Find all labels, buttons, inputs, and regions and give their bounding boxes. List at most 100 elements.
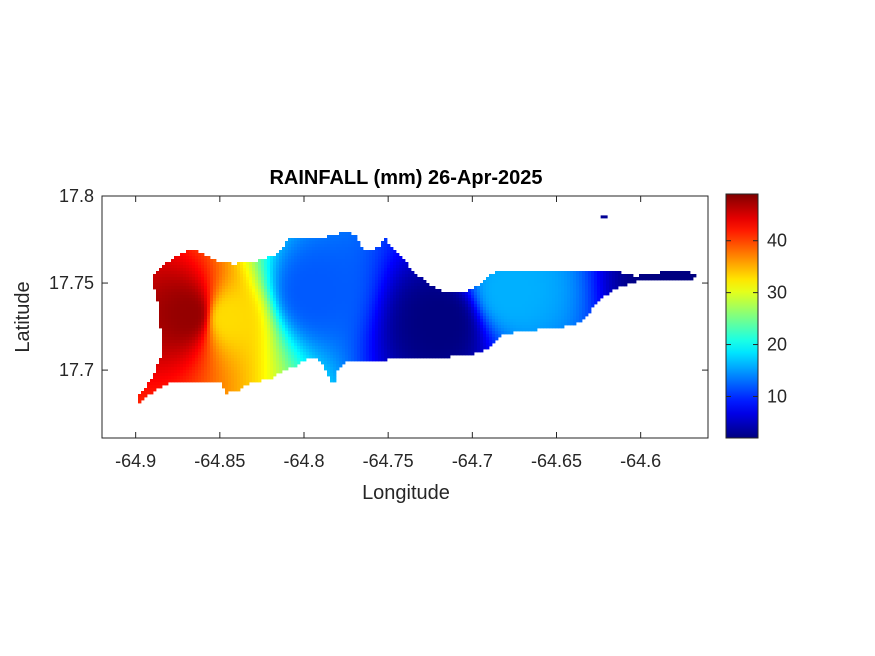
heat-cell — [294, 265, 298, 269]
heat-cell — [369, 301, 373, 305]
heat-cell — [201, 343, 205, 347]
heat-cell — [345, 298, 349, 302]
heat-cell — [549, 304, 553, 308]
heat-cell — [333, 337, 337, 341]
heat-cell — [186, 274, 190, 278]
heat-cell — [192, 349, 196, 353]
heat-cell — [267, 331, 271, 335]
heat-cell — [462, 346, 466, 350]
heat-cell — [327, 301, 331, 305]
heat-cell — [285, 280, 289, 284]
heat-cell — [186, 268, 190, 272]
heat-cell — [297, 253, 301, 257]
heat-cell — [258, 277, 262, 281]
heat-cell — [369, 352, 373, 356]
heat-cell — [387, 304, 391, 308]
heat-cell — [483, 334, 487, 338]
heat-cell — [528, 295, 532, 299]
heat-cell — [237, 343, 241, 347]
heat-cell — [198, 307, 202, 311]
heat-cell — [216, 376, 220, 380]
heat-cell — [264, 280, 268, 284]
heat-cell — [441, 346, 445, 350]
heat-cell — [246, 319, 250, 323]
heat-cell — [444, 322, 448, 326]
heat-cell — [288, 325, 292, 329]
heat-cell — [207, 328, 211, 332]
heat-cell — [507, 280, 511, 284]
heat-cell — [243, 301, 247, 305]
heat-cell — [225, 295, 229, 299]
heat-cell — [297, 319, 301, 323]
heat-cell — [405, 322, 409, 326]
heat-cell — [366, 253, 370, 257]
heat-cell — [369, 298, 373, 302]
heat-cell — [174, 358, 178, 362]
heat-cell — [390, 334, 394, 338]
heat-cell — [348, 301, 352, 305]
heat-cell — [561, 295, 565, 299]
heat-cell — [252, 373, 256, 377]
heat-cell — [408, 352, 412, 356]
heat-cell — [465, 307, 469, 311]
heat-cell — [192, 361, 196, 365]
heat-cell — [255, 292, 259, 296]
heat-cell — [519, 307, 523, 311]
heat-cell — [243, 286, 247, 290]
heat-cell — [546, 277, 550, 281]
heat-cell — [372, 343, 376, 347]
heat-cell — [288, 289, 292, 293]
heat-cell — [153, 283, 157, 287]
heat-cell — [204, 322, 208, 326]
heat-cell — [177, 352, 181, 356]
heat-cell — [330, 253, 334, 257]
heat-cell — [330, 238, 334, 242]
heat-cell — [174, 304, 178, 308]
heat-cell — [435, 289, 439, 293]
heat-cell — [414, 322, 418, 326]
heat-cell — [498, 292, 502, 296]
heat-cell — [453, 349, 457, 353]
heat-cell — [540, 277, 544, 281]
heat-cell — [354, 271, 358, 275]
heat-cell — [360, 250, 364, 254]
heat-cell — [408, 271, 412, 275]
heat-cell — [195, 331, 199, 335]
heat-cell — [345, 253, 349, 257]
heat-cell — [237, 292, 241, 296]
heat-cell — [330, 289, 334, 293]
heat-cell — [504, 274, 508, 278]
heat-cell — [588, 274, 592, 278]
heat-cell — [537, 301, 541, 305]
heat-cell — [402, 268, 406, 272]
heat-cell — [381, 265, 385, 269]
heat-cell — [291, 319, 295, 323]
heat-cell — [354, 358, 358, 362]
heat-cell — [489, 283, 493, 287]
heat-cell — [390, 247, 394, 251]
heat-cell — [561, 313, 565, 317]
heat-cell — [243, 271, 247, 275]
heat-cell — [327, 271, 331, 275]
heat-cell — [210, 325, 214, 329]
heat-cell — [192, 337, 196, 341]
heat-cell — [531, 298, 535, 302]
heat-cell — [264, 289, 268, 293]
heat-cell — [312, 322, 316, 326]
heat-cell — [321, 289, 325, 293]
heat-cell — [231, 292, 235, 296]
heat-cell — [501, 295, 505, 299]
heat-cell — [192, 343, 196, 347]
heat-cell — [246, 382, 250, 386]
heat-cell — [675, 271, 679, 275]
heat-cell — [186, 322, 190, 326]
heat-cell — [519, 325, 523, 329]
heat-cell — [246, 286, 250, 290]
heat-cell — [240, 289, 244, 293]
heat-cell — [195, 376, 199, 380]
heat-cell — [426, 310, 430, 314]
heat-cell — [576, 298, 580, 302]
x-axis-label: Longitude — [362, 482, 450, 504]
heat-cell — [198, 295, 202, 299]
heat-cell — [162, 343, 166, 347]
